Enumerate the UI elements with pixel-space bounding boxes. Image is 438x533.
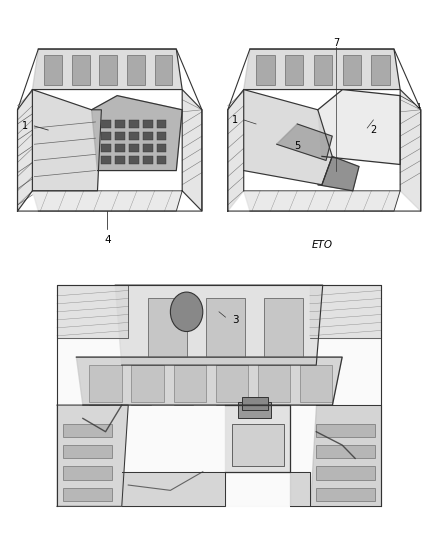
- Bar: [115, 132, 125, 140]
- Bar: [157, 144, 166, 152]
- Text: 1: 1: [21, 121, 28, 131]
- Bar: [143, 120, 153, 128]
- Bar: [129, 132, 139, 140]
- Text: 1: 1: [233, 115, 239, 125]
- Polygon shape: [32, 49, 182, 90]
- Polygon shape: [76, 357, 342, 405]
- Polygon shape: [226, 405, 290, 472]
- Polygon shape: [122, 472, 226, 506]
- Bar: [343, 55, 361, 85]
- Polygon shape: [310, 285, 381, 338]
- Text: 5: 5: [294, 141, 300, 151]
- Bar: [64, 466, 112, 480]
- Bar: [101, 120, 111, 128]
- Polygon shape: [32, 191, 182, 211]
- Bar: [64, 445, 112, 458]
- Bar: [64, 424, 112, 437]
- Bar: [115, 156, 125, 165]
- Bar: [143, 132, 153, 140]
- Polygon shape: [182, 90, 202, 211]
- Bar: [216, 365, 248, 402]
- Polygon shape: [18, 90, 32, 211]
- Bar: [157, 132, 166, 140]
- Text: ETO: ETO: [311, 240, 332, 250]
- Bar: [285, 55, 304, 85]
- Polygon shape: [115, 285, 323, 365]
- Bar: [101, 144, 111, 152]
- Circle shape: [170, 292, 203, 332]
- Bar: [232, 424, 284, 466]
- Polygon shape: [57, 285, 128, 338]
- Polygon shape: [400, 90, 421, 211]
- Polygon shape: [244, 90, 332, 185]
- Bar: [371, 55, 390, 85]
- Bar: [44, 55, 62, 85]
- Bar: [101, 156, 111, 165]
- Text: 2: 2: [370, 125, 377, 135]
- Bar: [127, 55, 145, 85]
- Bar: [242, 397, 268, 410]
- Bar: [115, 144, 125, 152]
- Bar: [148, 298, 187, 357]
- Polygon shape: [318, 156, 359, 191]
- Bar: [157, 156, 166, 165]
- Bar: [238, 402, 271, 418]
- Bar: [155, 55, 173, 85]
- Bar: [258, 365, 290, 402]
- Bar: [115, 120, 125, 128]
- Bar: [129, 156, 139, 165]
- Polygon shape: [32, 90, 101, 191]
- Polygon shape: [92, 95, 182, 171]
- Bar: [316, 445, 374, 458]
- Text: 3: 3: [232, 315, 239, 325]
- Polygon shape: [318, 90, 400, 165]
- Bar: [129, 144, 139, 152]
- Bar: [316, 488, 374, 501]
- Bar: [89, 365, 122, 402]
- Bar: [131, 365, 164, 402]
- Polygon shape: [228, 90, 244, 211]
- Polygon shape: [57, 285, 381, 506]
- Polygon shape: [277, 124, 332, 160]
- Bar: [99, 55, 117, 85]
- Polygon shape: [244, 49, 400, 90]
- Bar: [316, 424, 374, 437]
- Bar: [129, 120, 139, 128]
- Bar: [143, 144, 153, 152]
- Bar: [101, 132, 111, 140]
- Bar: [265, 298, 303, 357]
- Bar: [64, 488, 112, 501]
- Bar: [157, 120, 166, 128]
- Bar: [300, 365, 332, 402]
- Polygon shape: [57, 405, 128, 506]
- Bar: [206, 298, 245, 357]
- Text: 1: 1: [417, 103, 421, 109]
- Polygon shape: [290, 472, 310, 506]
- Bar: [314, 55, 332, 85]
- Bar: [256, 55, 275, 85]
- Bar: [173, 365, 206, 402]
- Bar: [72, 55, 90, 85]
- Bar: [143, 156, 153, 165]
- Text: 4: 4: [104, 235, 111, 245]
- Text: 7: 7: [333, 38, 339, 48]
- Bar: [316, 466, 374, 480]
- Polygon shape: [310, 405, 381, 506]
- Polygon shape: [244, 191, 400, 211]
